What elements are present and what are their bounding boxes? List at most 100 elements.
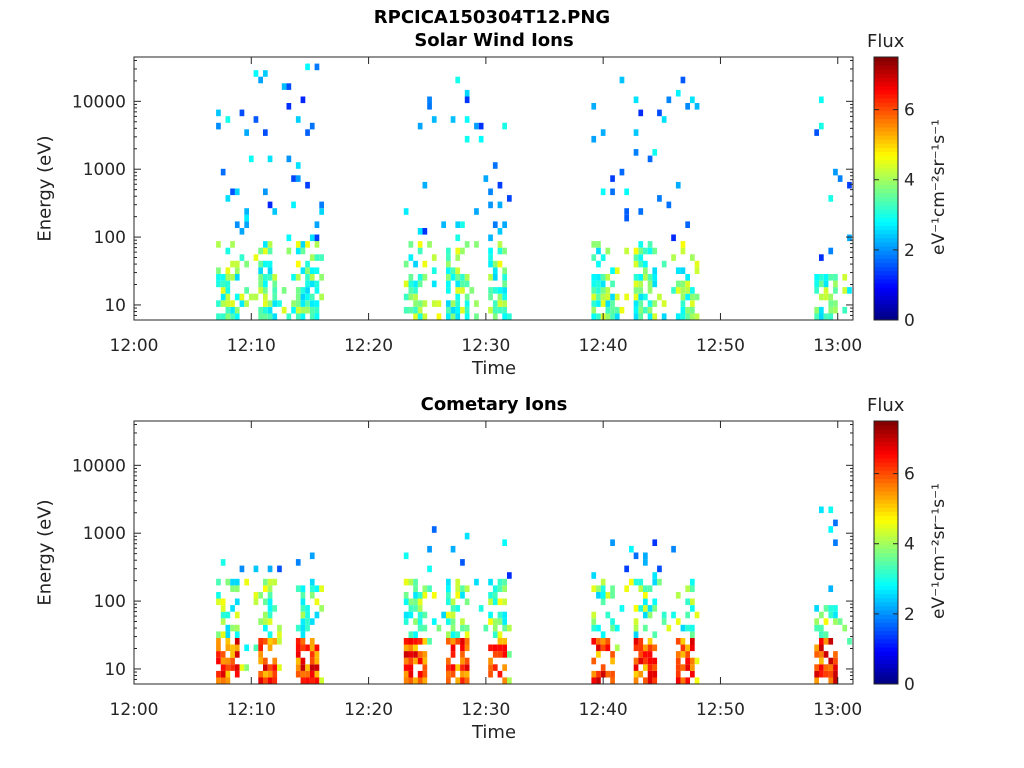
heatmap-cell [619,605,625,612]
heatmap-cell [492,306,498,314]
heatmap-cell [600,670,606,678]
heatmap-cell [267,677,273,684]
heatmap-cell [427,545,432,553]
heatmap-cell [497,651,503,658]
heatmap-cell [309,313,315,320]
colorbar-segment [874,196,898,202]
heatmap-cell [488,287,493,294]
heatmap-cell [417,624,423,632]
heatmap-cell [267,644,273,652]
heatmap-cell [633,306,639,314]
heatmap-cell [460,592,465,599]
colorbar-segment [874,540,898,545]
heatmap-cell [464,664,470,671]
heatmap-cell [666,96,672,104]
colorbar-segment [874,449,898,455]
heatmap-cell [460,221,465,228]
heatmap-cell [286,234,292,242]
heatmap-cell [464,677,470,684]
heatmap-cell [680,76,686,84]
heatmap-cell [847,234,852,242]
colorbar-segment [874,122,898,128]
heatmap-cell [220,313,226,320]
heatmap-cell [413,631,418,638]
colorbar-segment [874,167,898,173]
heatmap-cell [596,585,601,592]
heatmap-cell [234,638,240,645]
heatmap-cell [643,651,648,658]
heatmap-cell [216,274,221,281]
bottom-colorbar-title: Flux [867,395,905,416]
colorbar-segment [874,130,898,136]
colorbar-segment [874,225,898,231]
heatmap-cell [225,657,231,665]
colorbar-segment [874,453,898,459]
heatmap-cell [819,122,824,130]
heatmap-cell [225,116,231,123]
heatmap-cell [314,254,320,261]
heatmap-cell [652,578,658,586]
colorbar-segment [874,585,898,590]
heatmap-cell [633,149,639,156]
heatmap-cell [823,631,829,638]
heatmap-cell [295,651,301,658]
colorbar-segment [874,667,898,673]
heatmap-cell [244,208,249,215]
heatmap-cell [464,306,470,314]
heatmap-cell [239,300,245,307]
heatmap-cell [619,76,625,84]
heatmap-cell [258,260,263,268]
heatmap-cell [690,306,695,314]
colorbar-segment [874,663,898,669]
heatmap-cell [258,313,263,320]
heatmap-cell [596,300,601,307]
heatmap-cell [295,274,301,281]
colorbar-segment [874,433,898,438]
heatmap-cell [497,293,503,301]
heatmap-cell [309,274,315,281]
heatmap-cell [685,644,690,652]
x-tick-label: 12:00 [110,700,159,720]
colorbar-segment [874,560,898,566]
heatmap-cell [666,201,672,209]
heatmap-cell [258,651,263,658]
heatmap-cell [230,651,235,658]
heatmap-cell [450,274,456,281]
x-tick-label: 13:00 [813,700,862,720]
heatmap-cell [319,254,324,261]
heatmap-cell [502,306,507,314]
heatmap-cell [823,280,829,288]
heatmap-cell [600,631,606,638]
heatmap-cell [591,241,597,248]
heatmap-cell [591,638,597,645]
heatmap-cell [643,657,648,665]
heatmap-cell [413,598,418,606]
heatmap-cell [408,657,414,665]
heatmap-cell [408,644,414,652]
heatmap-cell [403,280,409,288]
heatmap-cell [661,313,667,320]
heatmap-cell [610,188,615,196]
heatmap-cell [253,644,259,652]
heatmap-cell [417,638,423,645]
colorbar-segment [874,478,898,484]
heatmap-cell [422,592,428,599]
heatmap-cell [652,280,658,288]
heatmap-cell [605,638,611,645]
heatmap-cell [591,572,597,579]
heatmap-cell [497,306,503,314]
heatmap-cell [244,664,249,671]
heatmap-cell [305,306,310,314]
heatmap-cell [488,247,493,255]
heatmap-cell [422,677,428,684]
heatmap-cell [305,181,310,189]
heatmap-cell [638,280,644,288]
colorbar-segment [874,507,898,512]
heatmap-cell [492,651,498,658]
heatmap-cell [600,638,606,645]
heatmap-cell [610,624,615,632]
heatmap-cell [600,188,606,196]
heatmap-cell [819,644,824,652]
heatmap-cell [600,664,606,671]
heatmap-cell [652,247,658,255]
